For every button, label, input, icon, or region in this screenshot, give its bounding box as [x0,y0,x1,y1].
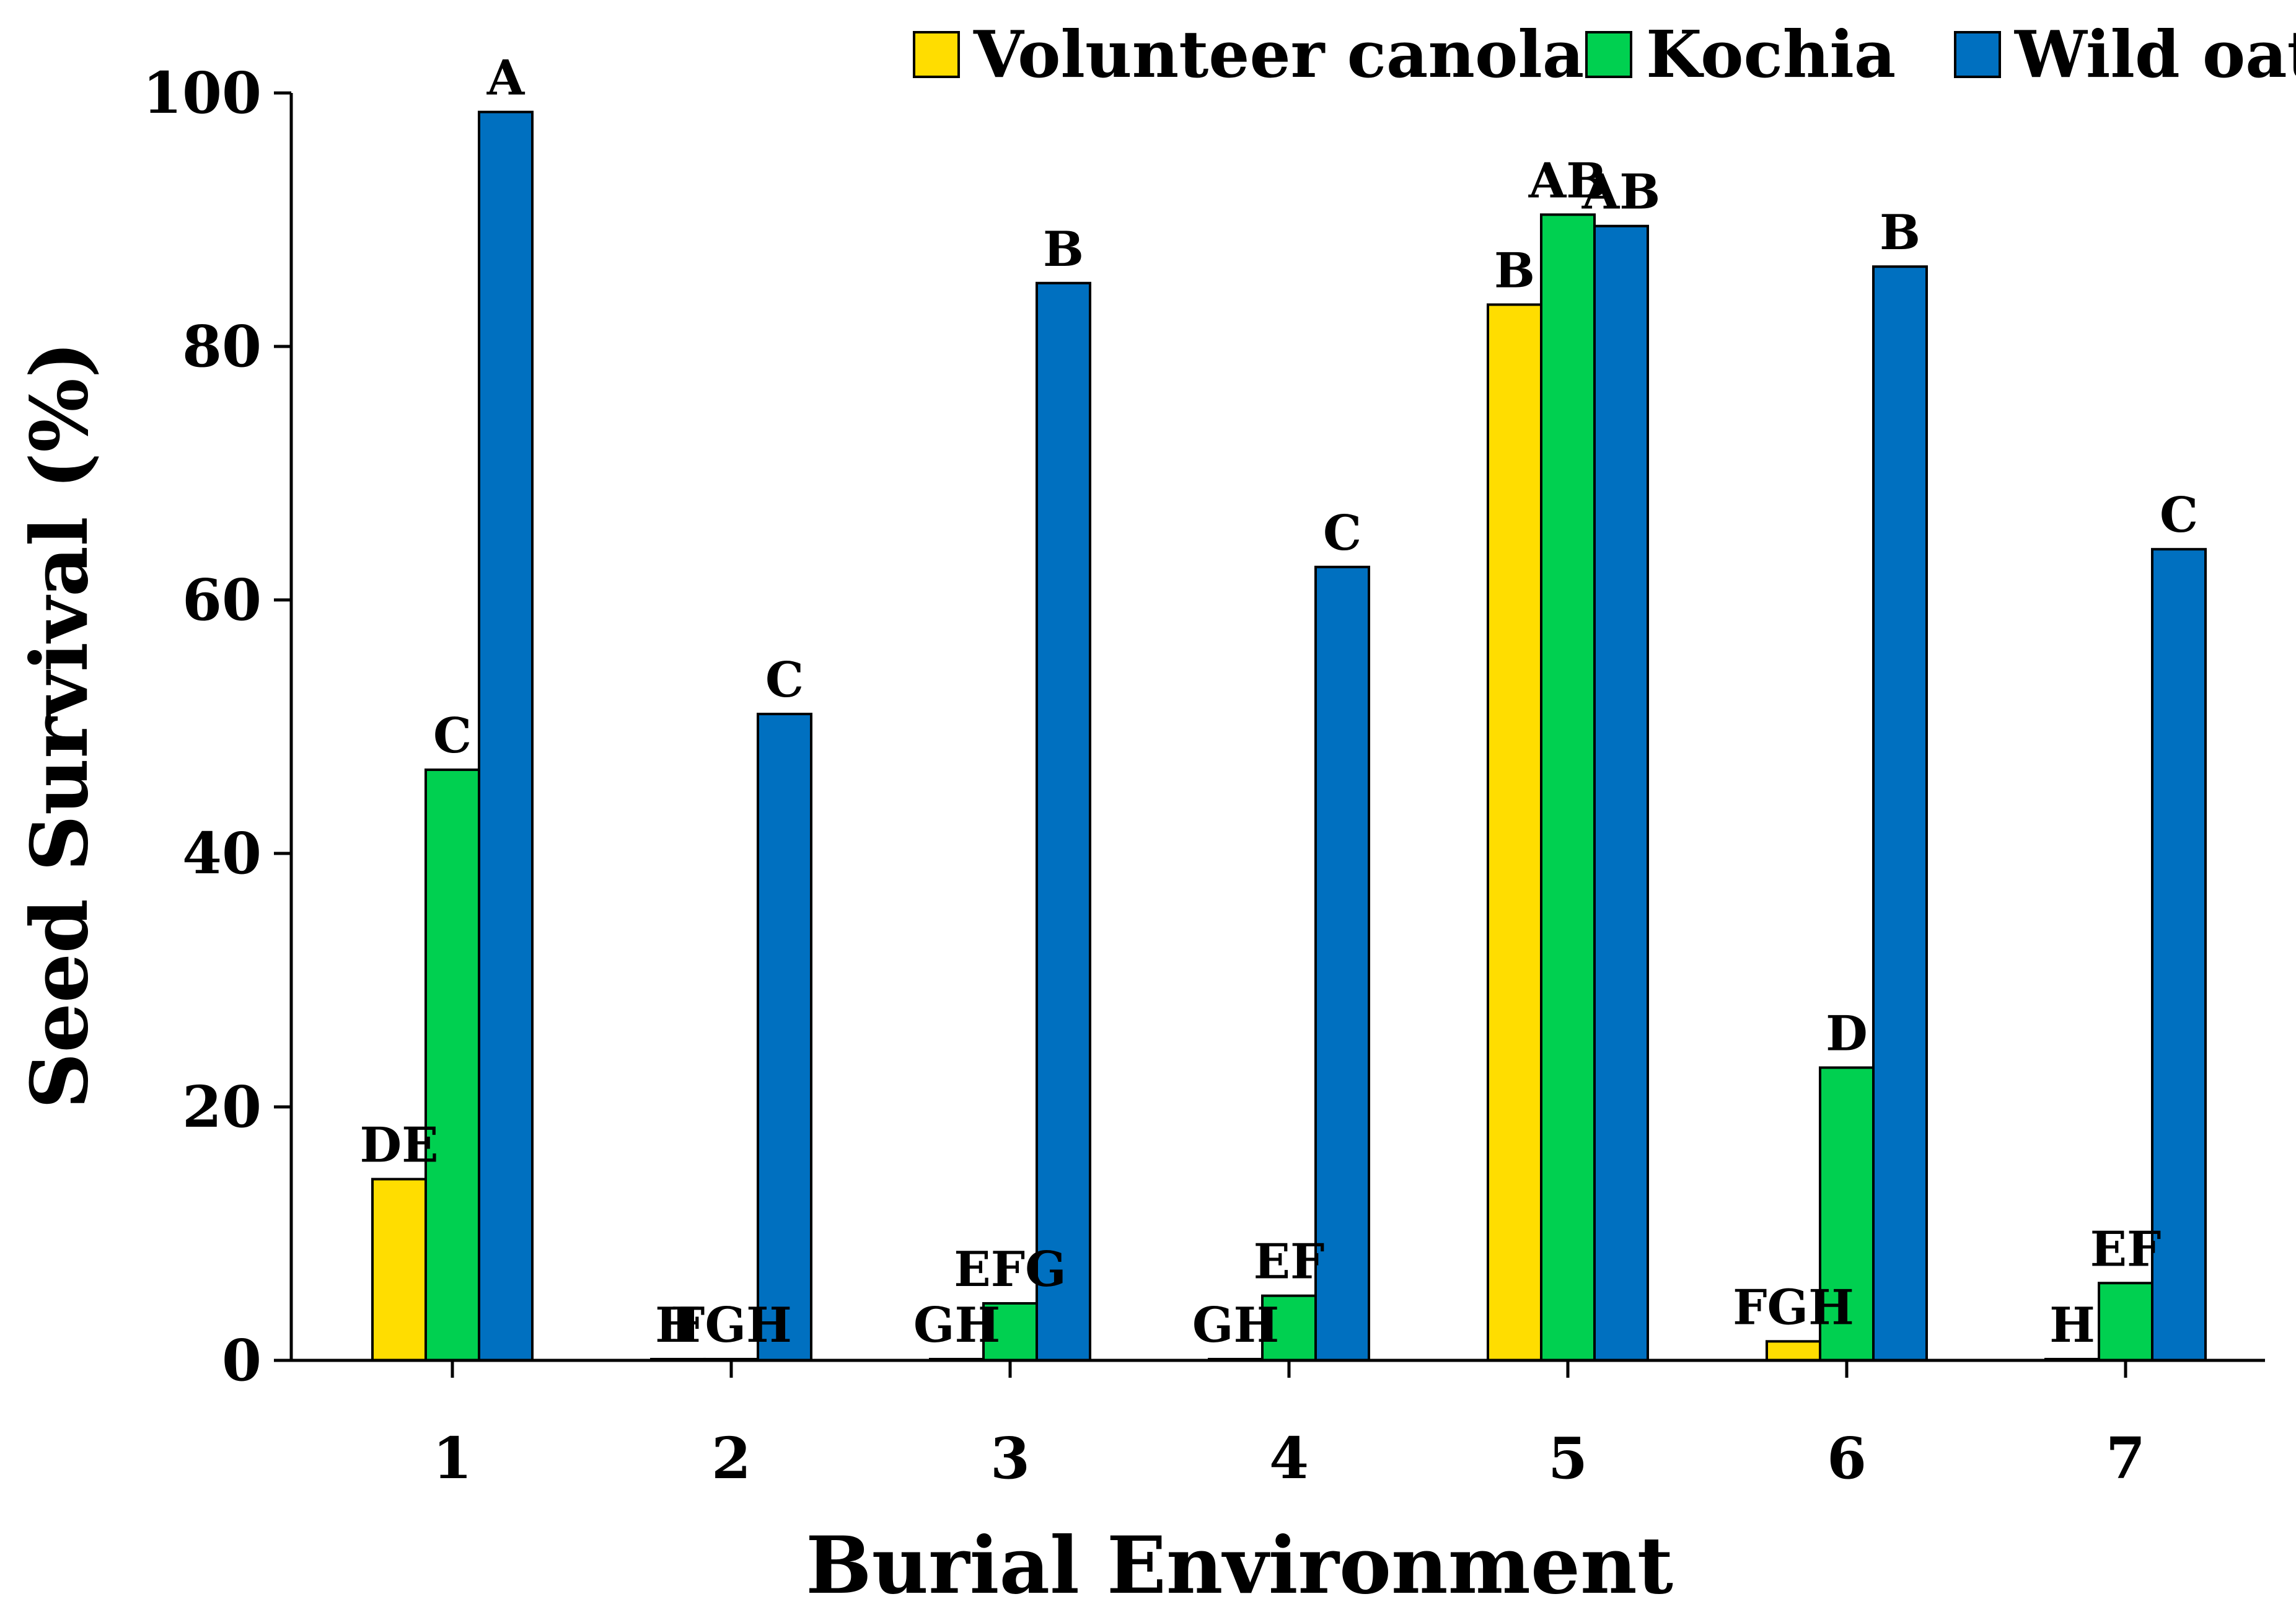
x-tick-label: 2 [711,1425,751,1492]
bar-volunteer-canola-6 [1766,1340,1821,1362]
bar-wild-oat-7 [2151,548,2207,1362]
y-tick-label: 100 [143,59,262,126]
legend-label: Wild oat [2014,16,2296,92]
legend-label: Kochia [1646,16,1896,92]
x-tick-label: 6 [1827,1425,1867,1492]
legend-swatch-kochia [1585,31,1632,78]
significance-label: C [765,652,804,708]
legend-swatch-volunteer-canola [913,31,960,78]
bar-kochia-7 [2098,1282,2153,1362]
significance-label: DE [359,1117,438,1174]
significance-label: B [1494,243,1535,299]
significance-label: EFG [954,1241,1066,1298]
bars-group [371,110,2207,1362]
significance-label: GH [1192,1297,1279,1354]
y-axis-title: Seed Survival (%) [14,341,105,1109]
significance-label: H [2049,1297,2095,1354]
bar-wild-oat-2 [757,713,812,1362]
significance-label: A [486,50,526,107]
significance-label: C [2160,487,2198,544]
significance-label: C [1323,505,1361,562]
legend-label: Volunteer canola [973,16,1584,92]
x-tick-label: 4 [1269,1425,1309,1492]
axes-group: 0 20 40 60 80 100 1 2 3 4 5 6 7 [143,59,2265,1492]
x-tick-label: 5 [1548,1425,1588,1492]
bar-kochia-1 [424,769,480,1362]
legend: Volunteer canola Kochia Wild oat [913,16,2296,92]
significance-label: FGH [1733,1279,1854,1336]
x-tick-label: 1 [433,1425,472,1492]
y-tick-label: 20 [182,1073,262,1140]
y-tick-label: 0 [222,1327,262,1394]
bar-wild-oat-6 [1872,265,1928,1362]
significance-label: AB [1581,164,1660,221]
significance-label: C [433,708,472,764]
bar-kochia-5 [1540,213,1596,1362]
legend-swatch-wild-oat [1954,31,2001,78]
significance-label: FGH [671,1297,792,1354]
significance-label: B [1043,221,1084,278]
bar-kochia-4 [1261,1294,1317,1362]
bar-volunteer-canola-1 [371,1178,427,1362]
y-tick-label: 40 [182,820,262,887]
significance-label: EF [1254,1234,1325,1290]
significance-label: H [655,1297,701,1354]
x-axis-title: Burial Environment [806,1520,1673,1611]
x-tick-label: 3 [990,1425,1030,1492]
bar-wild-oat-5 [1593,224,1649,1362]
bar-wild-oat-3 [1036,281,1091,1362]
bar-volunteer-canola-5 [1487,303,1542,1362]
x-tick-label: 7 [2106,1425,2145,1492]
bar-wild-oat-1 [478,110,534,1362]
significance-label: D [1826,1006,1868,1062]
significance-label: AB [1528,152,1607,209]
significance-label: EF [2090,1221,2162,1277]
significance-label: GH [913,1297,1000,1354]
bar-wild-oat-4 [1314,565,1370,1362]
y-tick-label: 60 [182,566,262,633]
significance-label: B [1880,205,1920,261]
y-tick-label: 80 [182,313,262,380]
